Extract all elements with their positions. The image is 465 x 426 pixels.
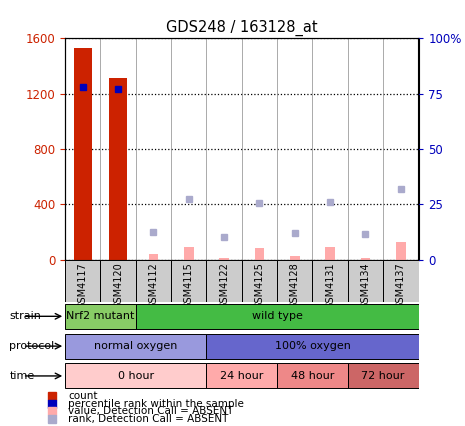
Text: 0 hour: 0 hour — [118, 371, 154, 381]
Bar — [65, 363, 206, 389]
Bar — [74, 48, 92, 260]
Bar — [361, 258, 370, 260]
Text: protocol: protocol — [9, 341, 54, 351]
Text: GSM4134: GSM4134 — [360, 262, 371, 308]
Bar — [348, 363, 418, 389]
Bar — [312, 260, 348, 302]
Text: GSM4117: GSM4117 — [78, 262, 88, 309]
Text: GSM4128: GSM4128 — [290, 262, 300, 309]
Text: rank, Detection Call = ABSENT: rank, Detection Call = ABSENT — [68, 414, 229, 424]
Bar — [383, 260, 418, 302]
Bar — [149, 253, 158, 260]
Text: strain: strain — [9, 311, 41, 321]
Text: count: count — [68, 391, 98, 400]
Bar — [171, 260, 206, 302]
Bar — [290, 256, 299, 260]
Bar — [255, 248, 264, 260]
Bar — [348, 260, 383, 302]
Text: normal oxygen: normal oxygen — [94, 341, 178, 351]
Bar — [396, 242, 405, 260]
Text: GSM4131: GSM4131 — [325, 262, 335, 308]
Bar — [206, 363, 277, 389]
Bar — [326, 248, 335, 260]
Text: value, Detection Call = ABSENT: value, Detection Call = ABSENT — [68, 406, 234, 416]
Bar — [206, 260, 242, 302]
Bar — [242, 260, 277, 302]
Text: time: time — [9, 371, 34, 381]
Bar — [100, 260, 136, 302]
Title: GDS248 / 163128_at: GDS248 / 163128_at — [166, 20, 318, 36]
Text: 48 hour: 48 hour — [291, 371, 334, 381]
Bar — [184, 248, 193, 260]
Bar — [136, 260, 171, 302]
Text: wild type: wild type — [252, 311, 303, 321]
Text: percentile rank within the sample: percentile rank within the sample — [68, 398, 244, 409]
Bar — [65, 260, 100, 302]
Bar — [136, 304, 418, 329]
Text: GSM4137: GSM4137 — [396, 262, 406, 309]
Text: 24 hour: 24 hour — [220, 371, 264, 381]
Text: 72 hour: 72 hour — [361, 371, 405, 381]
Text: GSM4120: GSM4120 — [113, 262, 123, 309]
Text: GSM4125: GSM4125 — [254, 262, 265, 309]
Bar — [109, 78, 127, 260]
Text: 100% oxygen: 100% oxygen — [274, 341, 351, 351]
Bar — [206, 334, 418, 359]
Bar — [65, 334, 206, 359]
Text: GSM4112: GSM4112 — [148, 262, 159, 309]
Bar — [65, 304, 136, 329]
Bar — [277, 260, 312, 302]
Bar — [219, 258, 229, 260]
Bar — [277, 363, 348, 389]
Text: GSM4122: GSM4122 — [219, 262, 229, 309]
Text: Nrf2 mutant: Nrf2 mutant — [66, 311, 135, 321]
Text: GSM4115: GSM4115 — [184, 262, 194, 309]
